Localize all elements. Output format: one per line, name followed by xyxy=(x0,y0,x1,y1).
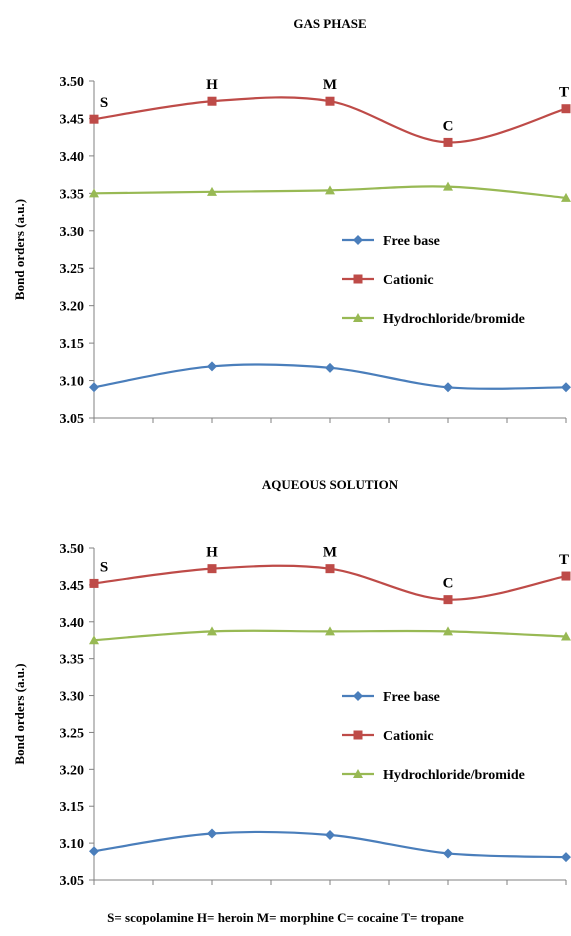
free-base-point xyxy=(443,382,453,393)
category-label: C xyxy=(443,576,454,592)
y-tick-label: 3.05 xyxy=(60,874,85,889)
y-tick-label: 3.30 xyxy=(60,690,85,705)
y-tick-label: 3.30 xyxy=(60,225,85,240)
y-tick-label: 3.50 xyxy=(60,542,85,557)
free-base-point xyxy=(207,361,217,372)
category-label: H xyxy=(206,77,218,93)
hydrochloride-bromide-point xyxy=(207,626,217,636)
category-label: H xyxy=(206,545,218,561)
cationic-point xyxy=(207,96,217,106)
cationic-point xyxy=(561,104,571,114)
y-tick-label: 3.35 xyxy=(60,187,85,202)
y-tick-label: 3.50 xyxy=(60,75,85,90)
y-tick-label: 3.10 xyxy=(60,375,85,390)
hydrochloride-bromide-point xyxy=(561,631,571,641)
y-tick-label: 3.25 xyxy=(60,726,85,741)
chart-title: AQUEOUS SOLUTION xyxy=(262,477,399,492)
legend-label: Cationic xyxy=(383,273,434,288)
hydrochloride-bromide-point xyxy=(89,188,99,198)
cationic-point xyxy=(89,578,99,588)
y-tick-label: 3.20 xyxy=(60,300,85,315)
y-axis-label: Bond orders (a.u.) xyxy=(12,663,27,764)
y-tick-label: 3.25 xyxy=(60,262,85,277)
y-tick-label: 3.45 xyxy=(60,112,85,127)
hydrochloride-bromide-point xyxy=(443,626,453,636)
chart-title: GAS PHASE xyxy=(293,16,366,31)
hydrochloride-bromide-point xyxy=(443,181,453,191)
legend-marker xyxy=(353,691,363,701)
free-base-point xyxy=(89,382,99,393)
legend-label: Hydrochloride/bromide xyxy=(383,768,525,783)
cationic-point xyxy=(207,564,217,574)
legend-marker xyxy=(353,274,363,284)
y-tick-label: 3.10 xyxy=(60,837,85,852)
free-base-point xyxy=(325,362,335,373)
free-base-point xyxy=(207,828,217,839)
y-tick-label: 3.05 xyxy=(60,412,85,427)
legend-marker xyxy=(353,769,363,778)
y-tick-label: 3.40 xyxy=(60,150,85,165)
legend-label: Cationic xyxy=(383,729,434,744)
cationic-point xyxy=(561,571,571,581)
y-tick-label: 3.45 xyxy=(60,579,85,594)
cationic-point xyxy=(89,114,99,124)
cationic-point xyxy=(325,96,335,106)
y-tick-label: 3.15 xyxy=(60,337,85,352)
y-axis-label: Bond orders (a.u.) xyxy=(12,199,27,300)
cationic-point xyxy=(443,137,453,147)
legend-marker xyxy=(353,313,363,322)
free-base-point xyxy=(89,846,99,857)
y-tick-label: 3.40 xyxy=(60,616,85,631)
legend-label: Hydrochloride/bromide xyxy=(383,312,525,327)
legend-label: Free base xyxy=(383,234,440,249)
y-tick-label: 3.20 xyxy=(60,763,85,778)
hydrochloride-bromide-point xyxy=(325,185,335,195)
hydrochloride-bromide-point xyxy=(207,186,217,196)
category-label: M xyxy=(323,545,337,561)
gas-phase-chart: GAS PHASE Bond orders (a.u.) 3.50 3.45 3.40 3… xyxy=(12,16,571,427)
hydrochloride-bromide-point xyxy=(89,635,99,645)
category-label: T xyxy=(559,552,569,568)
hydrochloride-bromide-point xyxy=(561,192,571,202)
hydrochloride-bromide-point xyxy=(325,626,335,636)
legend-marker xyxy=(353,235,363,245)
free-base-point xyxy=(561,852,571,863)
free-base-point xyxy=(443,848,453,859)
aqueous-solution-chart: AQUEOUS SOLUTION Bond orders (a.u.) 3.50 3.… xyxy=(12,477,571,889)
y-tick-label: 3.35 xyxy=(60,653,85,668)
category-label: S xyxy=(100,559,108,575)
cationic-point xyxy=(443,595,453,605)
category-label: T xyxy=(559,85,569,101)
category-label: C xyxy=(443,118,454,134)
cationic-point xyxy=(325,564,335,574)
free-base-point xyxy=(325,829,335,840)
category-label: S xyxy=(100,95,108,111)
category-label: M xyxy=(323,77,337,93)
free-base-point xyxy=(561,382,571,393)
legend-marker xyxy=(353,730,363,740)
legend-label: Free base xyxy=(383,690,440,705)
abbreviation-caption: S= scopolamine H= heroin M= morphine C= … xyxy=(107,910,464,925)
y-tick-label: 3.15 xyxy=(60,800,85,815)
